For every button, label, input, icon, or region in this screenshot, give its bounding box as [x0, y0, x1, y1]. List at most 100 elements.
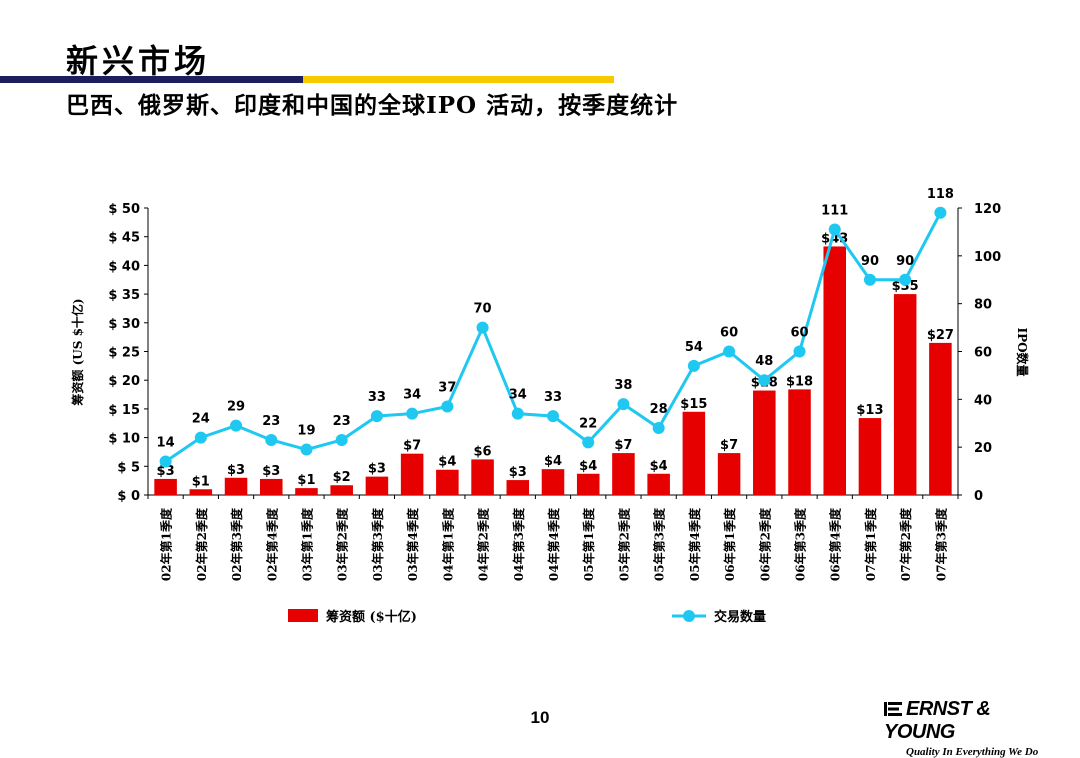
- deal-label-20: 111: [821, 204, 848, 219]
- bar-22: [893, 294, 917, 495]
- deal-point-5: [300, 443, 313, 456]
- deal-point-7: [370, 410, 383, 423]
- deal-point-2: [194, 431, 207, 444]
- slide-title: 新兴市场: [66, 42, 211, 80]
- bar-21: [858, 418, 882, 495]
- right-tick-label: 80: [974, 298, 992, 313]
- left-tick-label: $ 20: [108, 374, 140, 389]
- bar-label-5: $1: [297, 473, 315, 488]
- bar-label-8: $7: [403, 439, 421, 454]
- x-tick-label-7: 03年第3季度: [370, 507, 385, 581]
- x-tick-label-16: 05年第4季度: [687, 507, 702, 581]
- title-underline-gold: [303, 76, 614, 83]
- bar-label-2: $1: [192, 474, 210, 489]
- right-tick-label: 40: [974, 393, 992, 408]
- legend-line-marker: [683, 610, 695, 622]
- x-tick-label-12: 04年第4季度: [546, 507, 561, 581]
- bar-3: [224, 477, 248, 495]
- bar-15: [647, 473, 670, 495]
- left-tick-label: $ 45: [108, 231, 140, 246]
- left-tick-label: $ 35: [108, 288, 140, 303]
- x-tick-label-4: 02年第4季度: [264, 507, 279, 581]
- x-tick-label-23: 07年第3季度: [933, 507, 948, 581]
- deal-point-23: [934, 206, 947, 219]
- deal-point-22: [899, 273, 912, 286]
- x-tick-label-1: 02年第1季度: [159, 507, 174, 581]
- deal-label-9: 37: [438, 381, 456, 396]
- y2-axis-title: IPO数量: [1015, 327, 1030, 376]
- x-tick-label-10: 04年第2季度: [476, 507, 491, 581]
- x-tick-label-14: 05年第2季度: [616, 507, 631, 581]
- bar-17: [717, 453, 741, 495]
- bar-label-4: $3: [262, 464, 280, 479]
- deal-label-13: 22: [579, 416, 597, 431]
- x-tick-label-18: 06年第2季度: [757, 507, 772, 581]
- x-tick-label-21: 07年第1季度: [863, 507, 878, 581]
- slide-subtitle: 巴西、俄罗斯、印度和中国的全球IPO 活动，按季度统计: [66, 92, 679, 119]
- deal-label-4: 23: [262, 414, 280, 429]
- bar-label-20: $43: [821, 231, 848, 246]
- legend-bar-swatch: [288, 609, 318, 622]
- bar-1: [154, 478, 177, 495]
- deal-label-18: 48: [755, 354, 773, 369]
- deal-point-19: [793, 345, 806, 358]
- bar-label-11: $3: [509, 465, 527, 480]
- right-tick-label: 100: [974, 250, 1001, 265]
- bar-label-21: $13: [856, 403, 883, 418]
- x-tick-label-11: 04年第3季度: [511, 507, 526, 581]
- bar-18: [753, 390, 776, 495]
- deal-point-21: [863, 273, 876, 286]
- bar-label-17: $7: [720, 438, 738, 453]
- bar-7: [365, 476, 389, 495]
- y-axis-title: 筹资额 (US $十亿): [70, 298, 85, 405]
- deal-label-23: 118: [927, 187, 954, 202]
- deal-point-18: [758, 374, 771, 387]
- deal-point-8: [406, 407, 419, 420]
- deal-label-3: 29: [227, 400, 245, 415]
- bar-6: [330, 485, 353, 495]
- bar-label-3: $3: [227, 463, 245, 478]
- deal-point-4: [265, 433, 278, 446]
- left-tick-label: $ 25: [108, 346, 140, 361]
- deal-point-1: [159, 455, 172, 468]
- x-tick-label-6: 03年第2季度: [335, 507, 350, 581]
- bar-20: [823, 246, 847, 495]
- x-tick-label-17: 06年第1季度: [722, 507, 737, 581]
- deal-label-21: 90: [861, 254, 879, 269]
- logo-mark-icon: [884, 702, 902, 716]
- x-tick-label-15: 05年第3季度: [652, 507, 667, 581]
- x-tick-label-22: 07年第2季度: [898, 507, 913, 581]
- x-tick-label-9: 04年第1季度: [440, 507, 455, 581]
- deal-point-20: [828, 223, 841, 236]
- logo-tagline: Quality In Everything We Do: [906, 746, 1039, 758]
- deal-point-9: [441, 400, 454, 413]
- deal-point-12: [547, 410, 559, 423]
- logo-text: ERNST & YOUNG: [884, 698, 991, 743]
- right-tick-label: 0: [974, 489, 983, 504]
- bar-label-1: $3: [157, 464, 175, 479]
- bar-label-6: $2: [333, 470, 351, 485]
- bar-label-23: $27: [927, 328, 954, 343]
- x-tick-label-5: 03年第1季度: [299, 507, 314, 581]
- x-tick-label-3: 02年第3季度: [229, 507, 244, 581]
- left-tick-label: $ 30: [108, 317, 140, 332]
- deal-point-11: [511, 407, 524, 420]
- deal-point-3: [230, 419, 243, 432]
- deal-label-2: 24: [192, 412, 210, 427]
- bar-11: [506, 480, 530, 495]
- title-underline-navy: [0, 76, 303, 83]
- bar-label-22: $35: [892, 279, 919, 294]
- deal-point-14: [617, 398, 630, 411]
- deal-label-11: 34: [509, 388, 527, 403]
- bar-23: [929, 342, 952, 495]
- bar-label-7: $3: [368, 462, 386, 477]
- left-tick-label: $ 50: [108, 202, 140, 217]
- deal-label-5: 19: [297, 424, 315, 439]
- deal-label-22: 90: [896, 254, 914, 269]
- page-number: 10: [530, 708, 550, 727]
- bar-4: [259, 478, 283, 495]
- deal-label-8: 34: [403, 388, 421, 403]
- left-tick-label: $ 0: [117, 489, 140, 504]
- deal-label-7: 33: [368, 390, 386, 405]
